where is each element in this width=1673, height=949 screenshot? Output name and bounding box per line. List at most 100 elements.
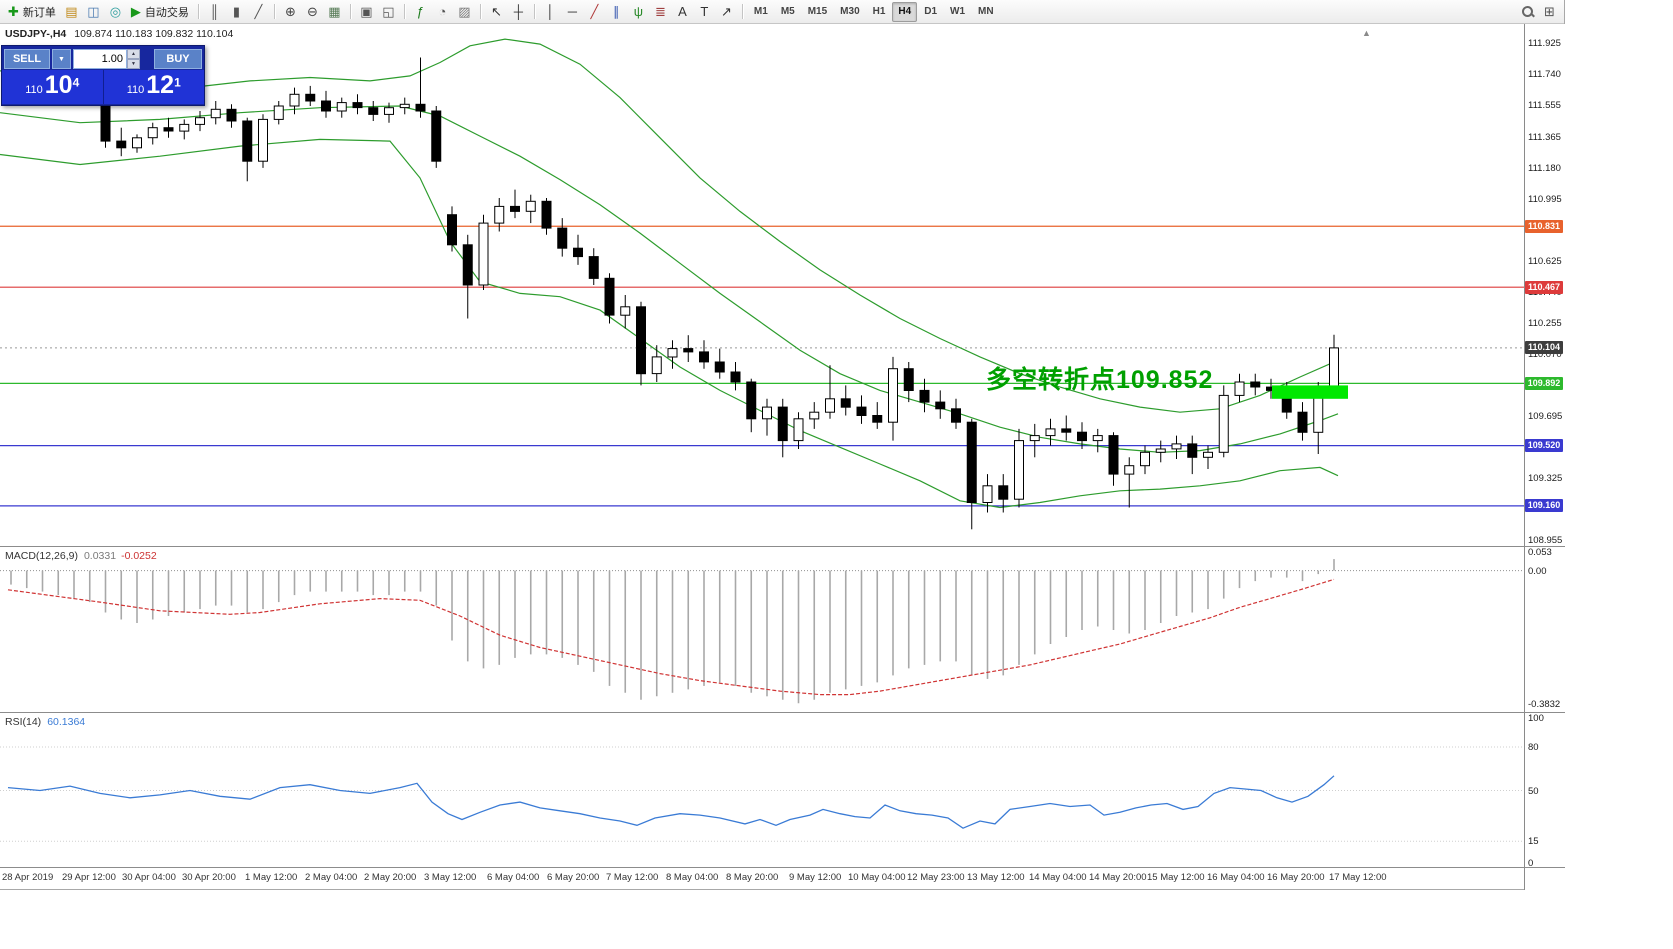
time-axis-label: 30 Apr 04:00 — [122, 872, 176, 883]
zoom-in-button[interactable]: ⊕ — [280, 2, 301, 22]
cursor-button[interactable]: ↖ — [486, 2, 507, 22]
tf-mn-button[interactable]: MN — [978, 6, 994, 17]
candlestick-icon: ▮ — [232, 3, 240, 19]
price-scale-column[interactable] — [1524, 24, 1565, 890]
panel-splitter[interactable] — [0, 712, 1565, 713]
time-axis-label: 15 May 12:00 — [1147, 872, 1205, 883]
time-axis-label: 16 May 20:00 — [1267, 872, 1325, 883]
clock-icon: ◔ — [438, 4, 447, 19]
toolbar-separator — [349, 4, 351, 19]
time-axis-label: 17 May 12:00 — [1329, 872, 1387, 883]
tf-h1-button[interactable]: H1 — [872, 6, 886, 17]
price-flag: 109.160 — [1525, 499, 1563, 512]
bar-chart-type-button[interactable]: ║ — [204, 2, 225, 22]
tf-m5-button[interactable]: M5 — [780, 6, 795, 17]
grid-toggle-button[interactable]: ▦ — [324, 2, 345, 22]
time-axis-label: 13 May 12:00 — [967, 872, 1025, 883]
price-flag: 109.892 — [1525, 377, 1563, 390]
cascade-windows-button[interactable]: ◱ — [378, 2, 399, 22]
cascade-windows-icon: ◱ — [382, 3, 395, 19]
chart-canvas[interactable] — [0, 0, 1524, 890]
toolbar-separator — [197, 4, 199, 19]
turning-point-zone[interactable] — [1272, 385, 1348, 399]
buy-price-display[interactable]: 110121 — [104, 70, 205, 104]
time-axis-label: 1 May 12:00 — [245, 872, 298, 883]
toolbar-separator — [533, 4, 535, 19]
level-lines-layer — [0, 225, 1524, 507]
candlestick-type-button[interactable]: ▮ — [226, 2, 247, 22]
price-axis-label: 109.325 — [1528, 473, 1563, 484]
price-flag: 110.831 — [1525, 220, 1563, 233]
rsi-scale-label: 50 — [1528, 786, 1539, 797]
fibonacci-button[interactable]: ≣ — [650, 2, 671, 22]
pitchfork-icon: ψ — [633, 4, 644, 19]
panel-splitter[interactable] — [0, 867, 1565, 868]
time-axis-label: 2 May 04:00 — [305, 872, 358, 883]
navigator-icon: ◎ — [109, 3, 122, 19]
text-button[interactable]: A — [672, 2, 693, 22]
buy-button[interactable]: BUY — [154, 48, 202, 69]
time-axis-label: 9 May 12:00 — [789, 872, 842, 883]
bollinger-lower-line — [0, 138, 1339, 509]
crosshair-icon: ┼ — [513, 4, 524, 19]
crosshair-button[interactable]: ┼ — [508, 2, 529, 22]
time-axis-label: 29 Apr 12:00 — [62, 872, 116, 883]
price-axis-label: 111.180 — [1528, 163, 1561, 174]
arrows-button[interactable]: ↗ — [716, 2, 737, 22]
caret-down-icon: ▼ — [58, 55, 65, 63]
volume-decrease-button[interactable]: ▼ — [127, 58, 140, 69]
toolbar-separator — [741, 4, 743, 19]
tf-m15-button[interactable]: M15 — [807, 6, 828, 17]
tf-h4-button[interactable]: H4 — [892, 1, 918, 22]
macd-layer — [0, 559, 1524, 704]
label-button[interactable]: T — [694, 2, 715, 22]
macd-signal-value: -0.0252 — [121, 550, 157, 562]
periods-button[interactable]: ◔ — [432, 2, 453, 22]
auto-trading-button[interactable]: ▶ 自动交易 — [127, 2, 193, 22]
template-icon: ▨ — [458, 3, 471, 19]
market-watch-button[interactable]: ▤ — [61, 2, 82, 22]
buy-price-point: 1 — [174, 75, 181, 90]
line-chart-icon: ╱ — [254, 3, 263, 19]
indicators-button[interactable]: ƒ — [410, 2, 431, 22]
buy-price-integer: 110 — [126, 84, 145, 96]
sell-button[interactable]: SELL — [4, 48, 50, 69]
channel-button[interactable]: ∥ — [606, 2, 627, 22]
time-axis-label: 8 May 04:00 — [666, 872, 719, 883]
zoom-out-button[interactable]: ⊖ — [302, 2, 323, 22]
add-chart-button[interactable]: ⊞ — [1539, 2, 1560, 22]
line-chart-type-button[interactable]: ╱ — [248, 2, 269, 22]
tf-m30-button[interactable]: M30 — [840, 6, 860, 17]
data-window-button[interactable]: ◫ — [83, 2, 104, 22]
rsi-scale-label: 15 — [1528, 836, 1539, 847]
turning-point-annotation[interactable]: 多空转折点109.852 — [986, 366, 1214, 394]
new-order-button[interactable]: ✚ 新订单 — [4, 2, 60, 22]
panel-splitter[interactable] — [0, 546, 1565, 547]
tf-m1-button[interactable]: M1 — [753, 6, 768, 17]
horizontal-line-button[interactable]: ─ — [562, 2, 583, 22]
search-button[interactable] — [1517, 2, 1538, 22]
templates-button[interactable]: ▨ — [454, 2, 475, 22]
rsi-scale-label: 100 — [1528, 713, 1544, 724]
tile-windows-button[interactable]: ▣ — [356, 2, 377, 22]
pitchfork-button[interactable]: ψ — [628, 2, 649, 22]
time-axis-label: 3 May 12:00 — [424, 872, 477, 883]
volume-input[interactable] — [73, 48, 127, 69]
tf-w1-button[interactable]: W1 — [950, 6, 966, 17]
one-click-trading-panel: SELL ▼ ▲ ▼ BUY 110104 — [1, 45, 205, 106]
navigator-button[interactable]: ◎ — [105, 2, 126, 22]
time-axis-label: 30 Apr 20:00 — [182, 872, 236, 883]
time-axis-label: 7 May 12:00 — [606, 872, 659, 883]
rsi-line — [7, 775, 1335, 829]
trade-options-dropdown[interactable]: ▼ — [52, 48, 71, 69]
time-axis-label: 14 May 04:00 — [1029, 872, 1087, 883]
volume-increase-button[interactable]: ▲ — [127, 48, 140, 59]
bars-icon: ║ — [209, 4, 220, 19]
trendline-button[interactable]: ╱ — [584, 2, 605, 22]
sell-price-display[interactable]: 110104 — [2, 70, 103, 104]
vertical-line-button[interactable]: │ — [540, 2, 561, 22]
chart-ohlc-header: USDJPY-,H4 109.874 110.183 109.832 110.10… — [5, 28, 233, 40]
mt4-window: ✚ 新订单 ▤ ◫ ◎ ▶ 自动交易 ║ ▮ ╱ ⊕ ⊖ ▦ ▣ ◱ ƒ ◔ ▨ ↖ ┼ │ ─ ╱ ∥ ψ ≣ A T ↗ M1 M5 M1… — [0, 0, 1565, 890]
price-flag: 110.467 — [1525, 281, 1563, 294]
tf-d1-button[interactable]: D1 — [924, 6, 938, 17]
